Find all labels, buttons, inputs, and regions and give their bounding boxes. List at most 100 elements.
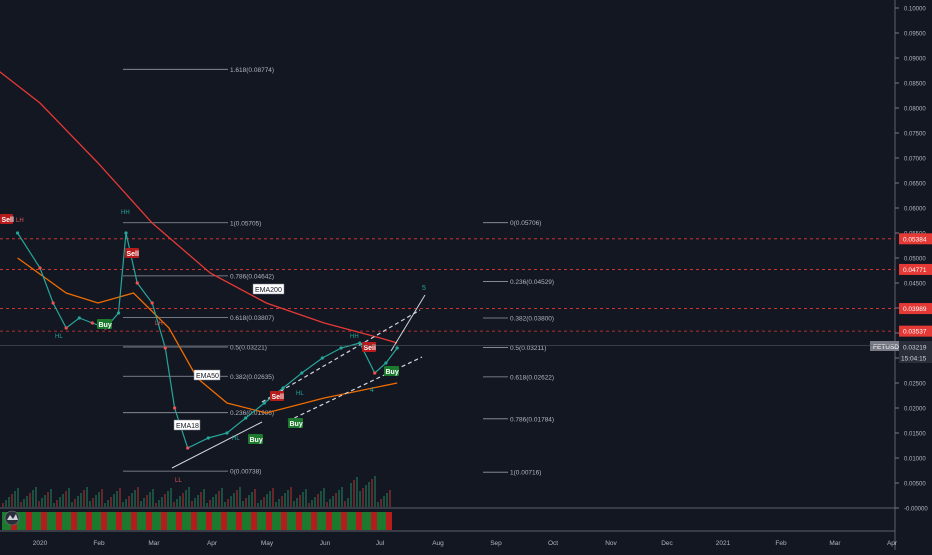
volume-bar [239,487,241,507]
volume-bar [245,498,247,507]
buy-signal[interactable]: Buy [248,434,263,444]
symbol-tag-box [870,341,900,351]
price-point[interactable] [225,431,229,435]
indicator-bar [377,512,380,530]
volume-bar [104,503,106,507]
volume-bar [8,497,10,507]
indicator-bar [371,512,374,530]
indicator-bar [386,512,389,530]
volume-bar [224,502,226,507]
fib-label-left: 0.786(0.04642) [230,273,274,280]
indicator-bar [200,512,203,530]
price-tag-box [899,325,932,337]
volume-bar [317,494,319,507]
indicator-bar [98,512,101,530]
y-tick-label: 0.06500 [904,182,926,188]
fib-label-left: 0(0.00738) [230,469,261,476]
fib-label-left: 1(0.05705) [230,220,261,227]
last-price-tag[interactable]: 0.03219 15:04:15 [899,341,932,363]
price-point[interactable] [163,346,167,350]
swing-label: LH [16,218,24,224]
price-point[interactable] [206,436,210,440]
price-point[interactable] [77,316,81,320]
indicator-bar [182,512,185,530]
volume-bar [359,491,361,507]
price-point[interactable] [186,446,190,450]
tradingview-logo[interactable] [4,510,20,526]
indicator-bar [122,512,125,530]
indicator-bar [203,512,206,530]
time-axis[interactable]: 2020 Feb Mar Apr May Jun Jul Aug Sep Oct Nov Dec 202… [33,540,898,547]
buy-signal[interactable]: Buy [97,319,112,329]
indicator-bar [140,512,143,530]
volume-bar [299,495,301,507]
fib-label-right: 0.618(0.02622) [510,374,554,381]
volume-bar [65,491,67,507]
indicator-bar [113,512,116,530]
price-point[interactable] [150,301,154,305]
price-point[interactable] [135,281,139,285]
volume-bar [311,500,313,507]
fib-label-right: 0.382(0.03800) [510,316,554,323]
ema200-line[interactable] [0,58,398,344]
indicator-bar [245,512,248,530]
horizontal-levels [0,238,895,332]
volume-bar [371,479,373,507]
fib-label-right: 0(0.05706) [510,220,541,227]
indicator-bar [263,512,266,530]
volume-bar [2,503,4,507]
price-point[interactable] [339,346,343,350]
indicator-bar [341,512,344,530]
indicator-bar [104,512,107,530]
volume-bar [200,492,202,507]
price-point[interactable] [320,356,324,360]
price-point[interactable] [124,231,128,235]
volume-bar [59,497,61,507]
trend-line-lower[interactable] [171,421,263,469]
volume-bar [389,490,391,507]
sell-signal[interactable]: Sell [270,391,284,401]
price-point[interactable] [173,406,177,410]
volume-bar [269,491,271,507]
buy-signal[interactable]: Buy [288,418,303,428]
sell-signal[interactable]: Sell [125,248,139,258]
price-point[interactable] [373,371,377,375]
sell-signal[interactable]: Sell [0,214,14,224]
indicator-bar [281,512,284,530]
indicator-bar [149,512,152,530]
volume-bar [125,499,127,507]
indicator-bar [128,512,131,530]
x-tick-label: Oct [548,540,558,547]
price-point[interactable] [384,361,388,365]
volume-bar [218,491,220,507]
price-point[interactable] [262,401,266,405]
y-tick-label: 0.08000 [904,107,926,113]
wave-5-projection[interactable] [390,294,426,352]
price-point[interactable] [395,346,399,350]
price-point[interactable] [116,311,121,315]
buy-signal[interactable]: Buy [384,366,399,376]
price-point[interactable] [358,341,362,345]
price-point[interactable] [244,416,248,420]
price-point[interactable] [64,326,68,330]
symbol-tag[interactable]: FETUSDT [870,341,903,351]
fibonacci-retracement: 1.618(0.08774) 1(0.05705) 0.786(0.04642) 0.… [123,67,554,477]
price-point[interactable] [300,371,304,375]
sell-signal[interactable]: Sell [362,342,376,352]
price-point[interactable] [15,231,20,235]
price-point[interactable] [90,321,94,325]
volume-bar [305,489,307,507]
volume-bar [77,496,79,507]
channel-lower[interactable] [287,356,423,422]
ema50-line[interactable] [17,257,398,414]
channel-upper[interactable] [261,309,421,403]
price-point[interactable] [38,266,42,270]
volume-bar [56,500,58,507]
volume-bar [41,498,43,507]
price-point[interactable] [281,386,285,390]
price-point[interactable] [51,301,55,305]
indicator-bar [26,512,29,530]
y-tick-label: 0.04500 [904,282,926,288]
